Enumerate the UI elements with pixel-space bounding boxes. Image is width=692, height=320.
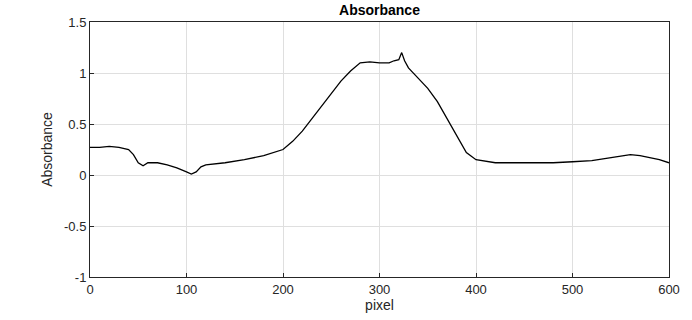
svg-text:600: 600 — [658, 282, 680, 297]
svg-text:1: 1 — [79, 66, 86, 81]
svg-text:200: 200 — [272, 282, 294, 297]
svg-text:-1: -1 — [75, 270, 87, 285]
svg-text:100: 100 — [176, 282, 198, 297]
svg-text:Absorbance: Absorbance — [339, 2, 420, 18]
svg-text:-0.5: -0.5 — [64, 219, 86, 234]
svg-text:0.5: 0.5 — [68, 117, 86, 132]
svg-text:0: 0 — [79, 168, 86, 183]
svg-text:300: 300 — [369, 282, 391, 297]
svg-text:400: 400 — [465, 282, 487, 297]
svg-text:0: 0 — [86, 282, 93, 297]
svg-text:1.5: 1.5 — [68, 15, 86, 30]
svg-text:500: 500 — [562, 282, 584, 297]
svg-text:pixel: pixel — [365, 297, 394, 313]
svg-text:Absorbance: Absorbance — [39, 112, 55, 187]
